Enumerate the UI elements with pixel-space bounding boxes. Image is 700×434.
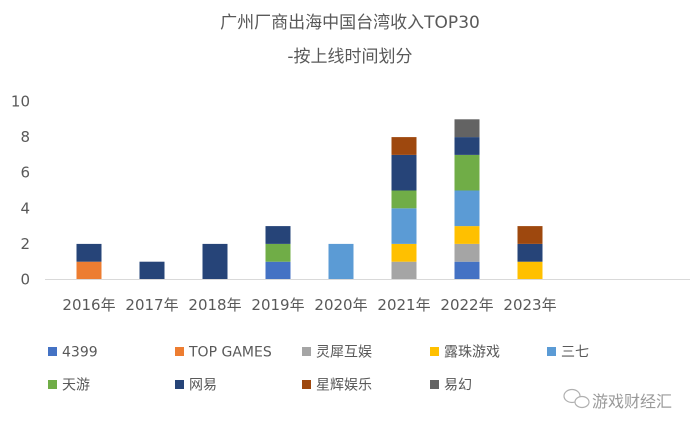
bar-segment: [265, 261, 291, 280]
x-tick-label: 2020年: [314, 296, 367, 314]
x-tick-label: 2022年: [440, 296, 493, 314]
y-tick-label: 2: [20, 235, 30, 253]
legend-label: 三七: [561, 345, 589, 361]
watermark-text: 游戏财经汇: [592, 392, 672, 411]
x-tick-label: 2019年: [251, 296, 304, 314]
bar-segment: [265, 226, 291, 244]
bar-segment: [454, 119, 480, 138]
bar-segment: [454, 154, 480, 191]
legend-swatch: [430, 347, 439, 356]
bar-segment: [76, 243, 102, 262]
bar-segment: [265, 243, 291, 262]
y-tick-label: 4: [20, 199, 30, 217]
legend-swatch: [302, 380, 311, 389]
legend-label: 灵犀互娱: [316, 345, 372, 361]
bar-segment: [454, 190, 480, 227]
y-tick-label: 0: [20, 271, 30, 289]
legend-swatch: [547, 347, 556, 356]
legend-item: 天游: [48, 378, 90, 394]
legend-label: TOP GAMES: [188, 345, 272, 361]
bar-segment: [391, 243, 417, 262]
bar-segment: [76, 261, 102, 280]
bar-segment: [454, 226, 480, 244]
legend-label: 4399: [62, 345, 98, 361]
x-tick-label: 2016年: [62, 296, 115, 314]
bar-segment: [202, 243, 228, 280]
legend-swatch: [175, 380, 184, 389]
legend-swatch: [48, 380, 57, 389]
bar-segment: [454, 137, 480, 155]
legend-label: 露珠游戏: [444, 345, 500, 361]
chart-title-line-2: -按上线时间划分: [287, 47, 412, 67]
legend-swatch: [302, 347, 311, 356]
legend-label: 天游: [62, 378, 90, 394]
x-tick-label: 2023年: [503, 296, 556, 314]
bar-segment: [328, 243, 354, 280]
watermark: 游戏财经汇: [563, 388, 672, 411]
y-tick-label: 10: [11, 93, 30, 111]
bar-segment: [454, 261, 480, 280]
legend-item: 灵犀互娱: [302, 345, 372, 361]
bar-segment: [517, 243, 543, 262]
bar-segment: [139, 261, 165, 280]
bar-segment: [391, 190, 417, 209]
bar-segment: [517, 261, 543, 280]
legend-swatch: [48, 347, 57, 356]
legend-label: 星辉娱乐: [316, 378, 372, 394]
bar-segment: [391, 208, 417, 244]
legend-label: 易幻: [444, 378, 472, 394]
x-tick-label: 2021年: [377, 296, 430, 314]
legend-item: 露珠游戏: [430, 345, 500, 361]
y-tick-label: 8: [20, 128, 30, 146]
legend-item: 星辉娱乐: [302, 378, 372, 394]
x-tick-label: 2017年: [125, 296, 178, 314]
legend-swatch: [175, 347, 184, 356]
legend-item: 三七: [547, 345, 589, 361]
wechat-icon: [563, 388, 590, 409]
legend-item: 易幻: [430, 378, 472, 394]
bar-segment: [391, 154, 417, 191]
chart-title-line-1: 广州厂商出海中国台湾收入TOP30: [220, 13, 480, 33]
bar-segment: [391, 137, 417, 155]
x-tick-label: 2018年: [188, 296, 241, 314]
legend-label: 网易: [189, 378, 217, 394]
bar-segment: [391, 261, 417, 280]
bar-segment: [517, 226, 543, 244]
legend-swatch: [430, 380, 439, 389]
legend-item: 网易: [175, 378, 217, 394]
legend-item: TOP GAMES: [175, 345, 272, 361]
y-tick-label: 6: [20, 164, 30, 182]
legend-item: 4399: [48, 345, 98, 361]
bar-segment: [454, 243, 480, 262]
